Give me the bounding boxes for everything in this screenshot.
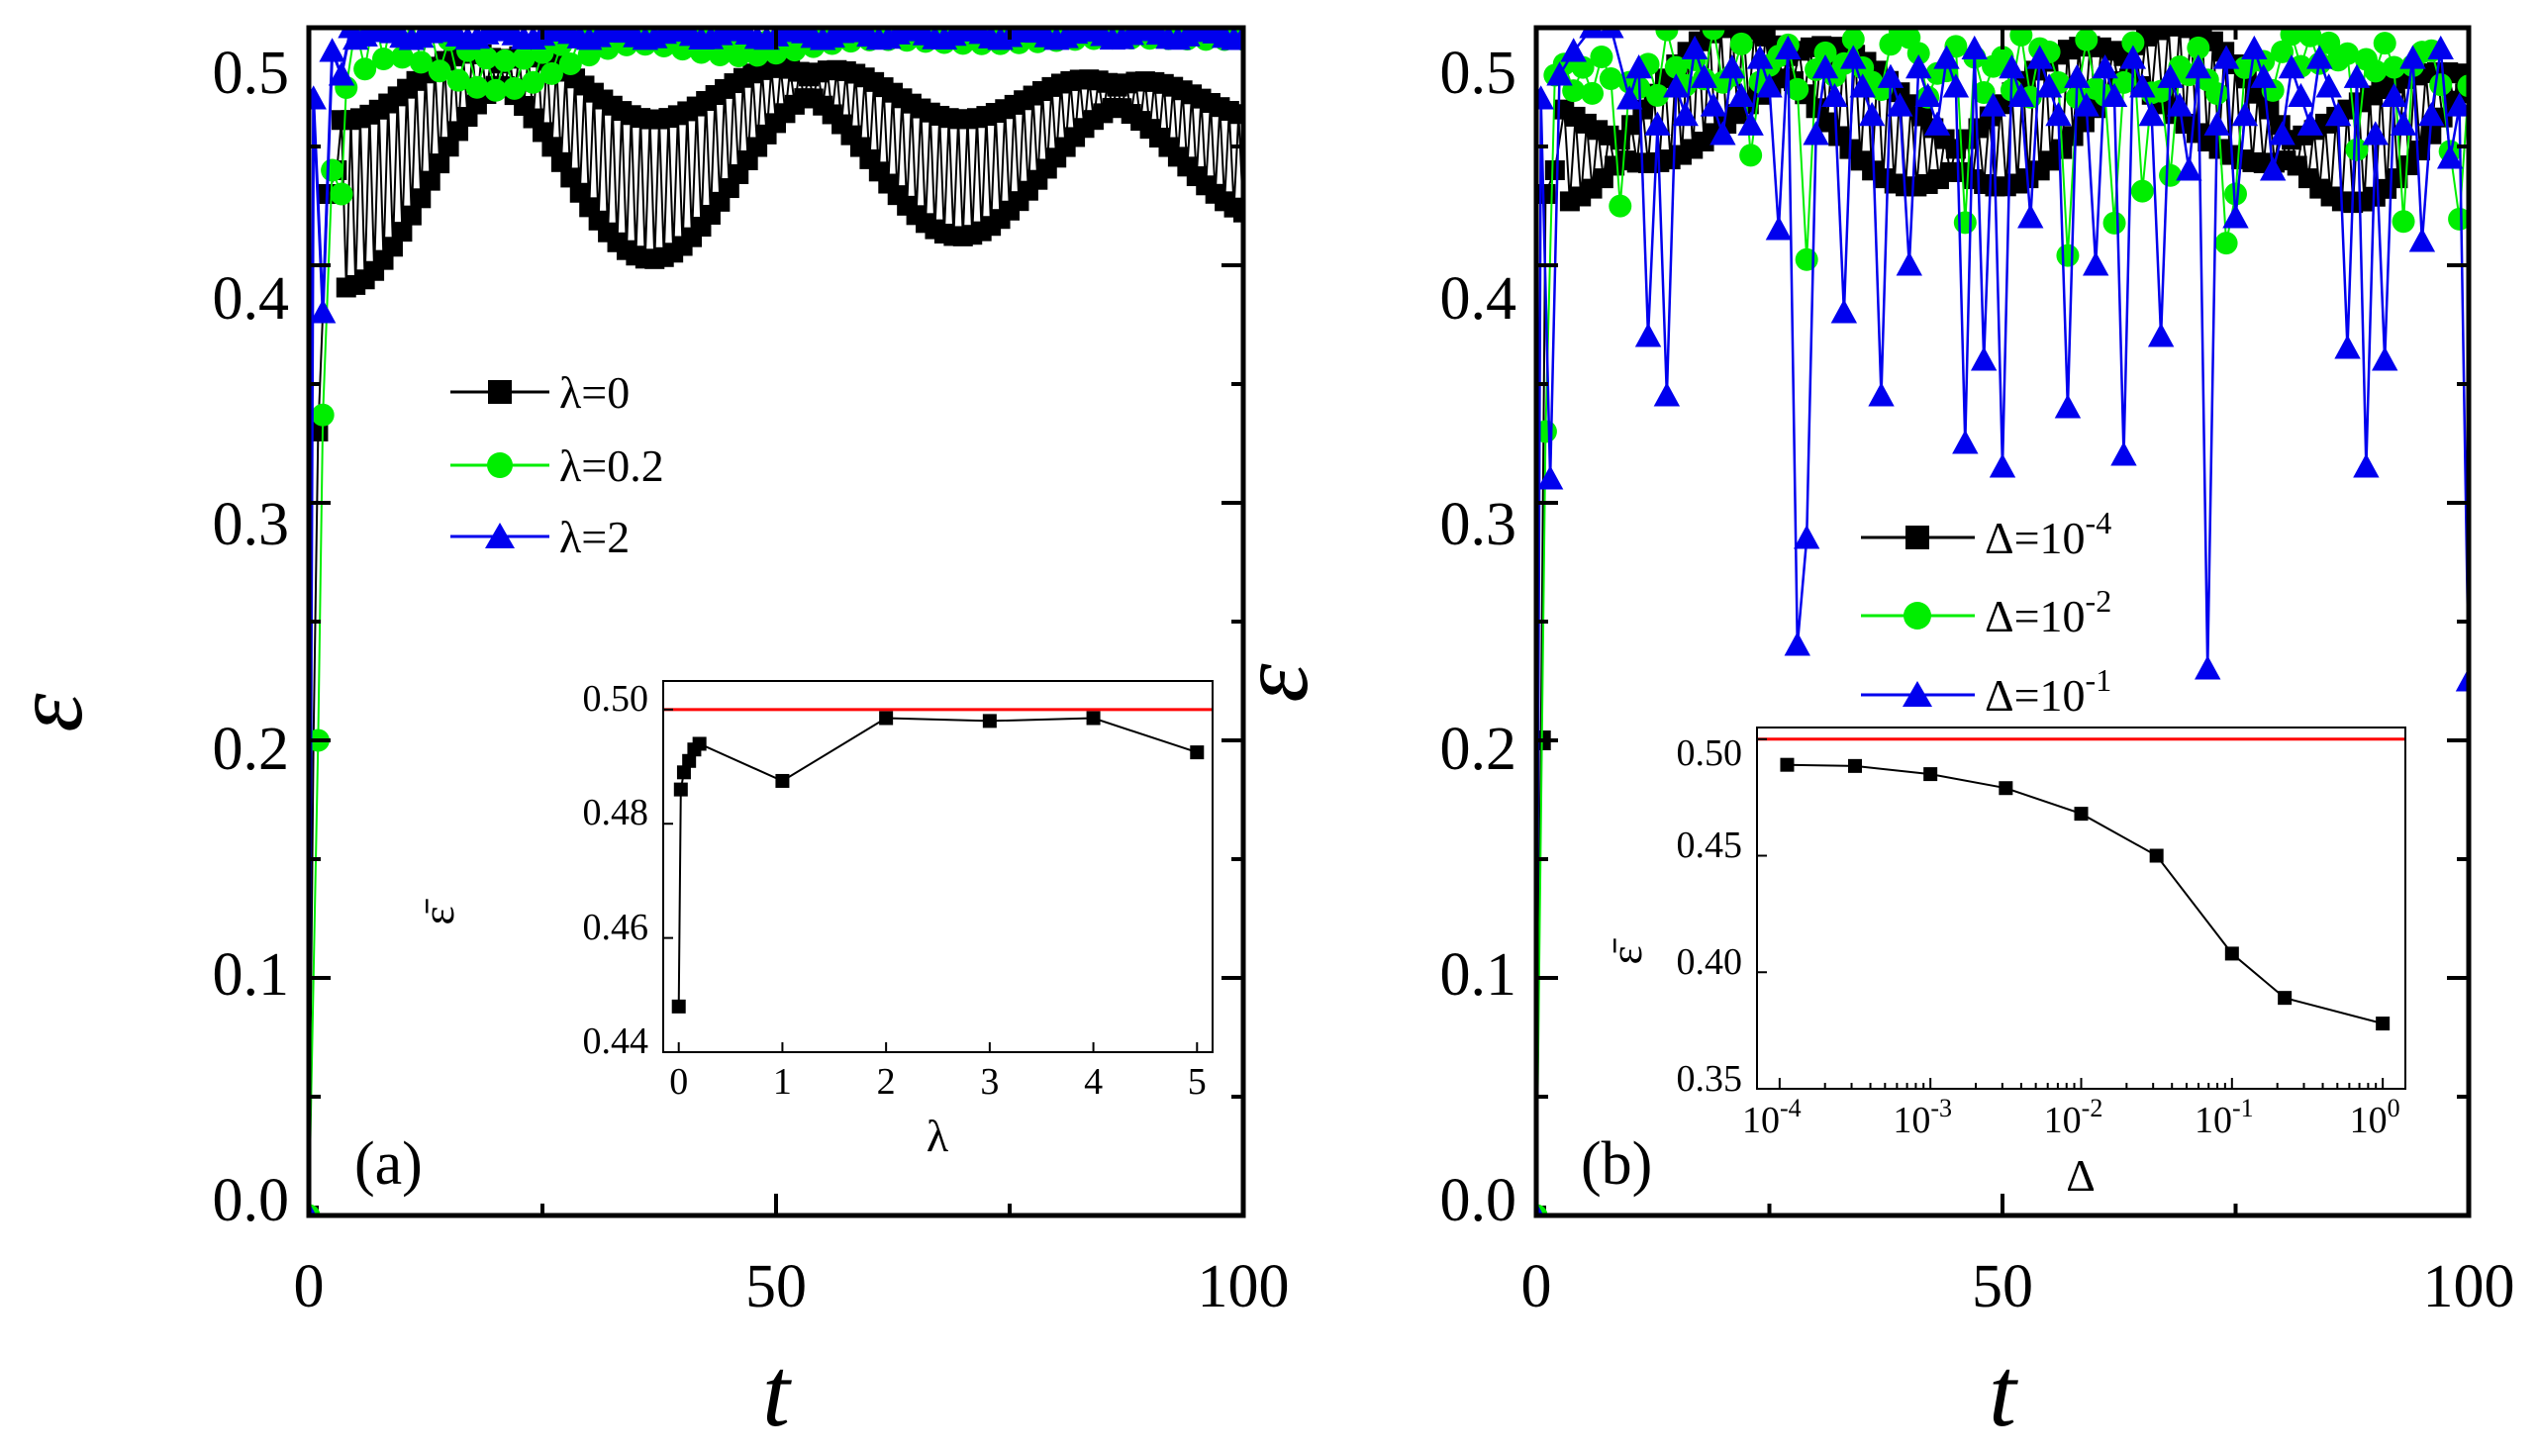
panel-b-ytick-label: 0.1 [1440,941,1517,1009]
inset-b-point [2278,991,2292,1005]
panel-b-x-axis-title: t [1989,1337,2018,1447]
legend-circle-marker [1904,602,1931,630]
inset-b-point [1999,781,2012,795]
inset-b-ytick-label: 0.50 [1677,732,1743,774]
series-delta-1e-2-point [2075,29,2098,51]
inset-b-point [1780,758,1794,772]
panel-b-xtick-label: 0 [1521,1253,1552,1320]
series-delta-1e-2-point [1590,46,1612,68]
series-delta-1e-2-point [1739,144,1762,166]
panel-a-ytick-label: 0.2 [213,716,290,783]
inset-a-point [693,736,707,750]
inset-b-point [2225,946,2239,960]
series-lambda-0-2-point [312,404,335,427]
inset-b-ytick-label: 0.35 [1677,1058,1743,1100]
panel-a-ytick-label: 0.3 [213,491,290,558]
inset-a-point [674,783,688,797]
series-delta-1e-2-point [2056,244,2079,267]
panel-a-ytick-label: 0.0 [213,1167,290,1234]
inset-a-point [1087,712,1101,726]
inset-a-background [663,681,1213,1052]
series-delta-1e-2-point [1730,33,1753,55]
inset-b-ytick-label: 0.40 [1677,941,1743,983]
series-lambda-0-point [402,206,422,226]
inset-a-ytick-label: 0.46 [583,907,649,948]
legend-label: λ=0.2 [559,440,664,491]
legend-label: λ=2 [559,512,630,562]
inset-a-point [879,712,893,726]
inset-b-point [1848,759,1862,773]
series-lambda-0-2-point [321,159,343,182]
panel-b-ytick-label: 0.3 [1440,491,1517,558]
inset-b-x-axis-title: Δ [2066,1150,2096,1201]
inset-a-xtick-label: 0 [669,1061,688,1103]
panel-a-y-axis-title: ε [0,693,103,732]
panel-b-ytick-label: 0.0 [1440,1167,1517,1234]
inset-b-background [1757,728,2405,1089]
inset-a-ytick-label: 0.48 [583,792,649,833]
inset-a-xtick-label: 4 [1084,1061,1103,1103]
series-delta-1e-2-point [2205,82,2228,105]
inset-a-point [983,714,997,728]
inset-a-point [672,1000,686,1014]
panel-a-label: (a) [354,1130,423,1198]
panel-b-label: (b) [1581,1130,1652,1198]
panel-b-ytick-label: 0.4 [1440,265,1517,333]
series-lambda-0-point [421,171,440,191]
inset-a-point [1190,745,1204,759]
inset-b-point [2376,1017,2390,1030]
inset-a-xtick-label: 1 [773,1061,792,1103]
series-lambda-0-2-point [331,183,353,206]
panel-a-x-axis-title: t [762,1337,792,1447]
panel-b-ytick-label: 0.5 [1440,40,1517,107]
series-delta-1e-2-point [1954,211,1977,234]
panel-a-xtick-label: 50 [745,1253,807,1320]
inset-a-xtick-label: 2 [877,1061,896,1103]
series-delta-1e-2-point [2159,164,2182,187]
legend-label: λ=0 [559,367,630,418]
series-delta-1e-2-point [2103,212,2126,235]
panel-a-xtick-label: 0 [294,1253,325,1320]
panel-a-ytick-label: 0.5 [213,40,290,107]
series-delta-1e-2-point [1796,248,1818,271]
inset-a-x-axis-title: λ [927,1111,949,1161]
panel-b-y-axis-title: ε [1219,663,1328,703]
series-delta-1e-4-point [1545,160,1565,180]
inset-a-xtick-label: 5 [1188,1061,1207,1103]
series-lambda-0-point [411,188,431,208]
panel-a-xtick-label: 100 [1198,1253,1290,1320]
legend-square-marker [1905,526,1929,549]
series-delta-1e-2-point [2131,180,2154,203]
panel-a-ytick-label: 0.4 [213,265,290,333]
legend-circle-marker [487,452,513,478]
figure: 0 50 100 0.0 0.1 0.2 0.3 0.4 0.5 t ε (a)… [0,0,2539,1456]
inset-a-xtick-label: 3 [980,1061,999,1103]
panel-b-ytick-label: 0.2 [1440,716,1517,783]
inset-a-ytick-label: 0.44 [583,1020,649,1062]
inset-b-ytick-label: 0.45 [1677,825,1743,866]
inset-b-point [2075,807,2089,821]
inset-a-ytick-label: 0.50 [583,678,649,720]
series-delta-1e-2-point [2393,210,2415,233]
series-delta-1e-2-point [1581,82,1604,105]
inset-b-point [1923,767,1937,781]
inset-b-point [2150,849,2164,863]
legend-square-marker [488,380,512,404]
series-delta-1e-2-point [2215,232,2238,254]
panel-b-xtick-label: 100 [2423,1253,2515,1320]
panel-b-xtick-label: 50 [1972,1253,2033,1320]
series-delta-1e-2-point [1609,195,1631,218]
series-delta-1e-2-point [2374,32,2396,54]
inset-a-point [775,774,789,788]
panel-a-ytick-label: 0.1 [213,941,290,1009]
series-delta-1e-2-point [2429,73,2452,96]
